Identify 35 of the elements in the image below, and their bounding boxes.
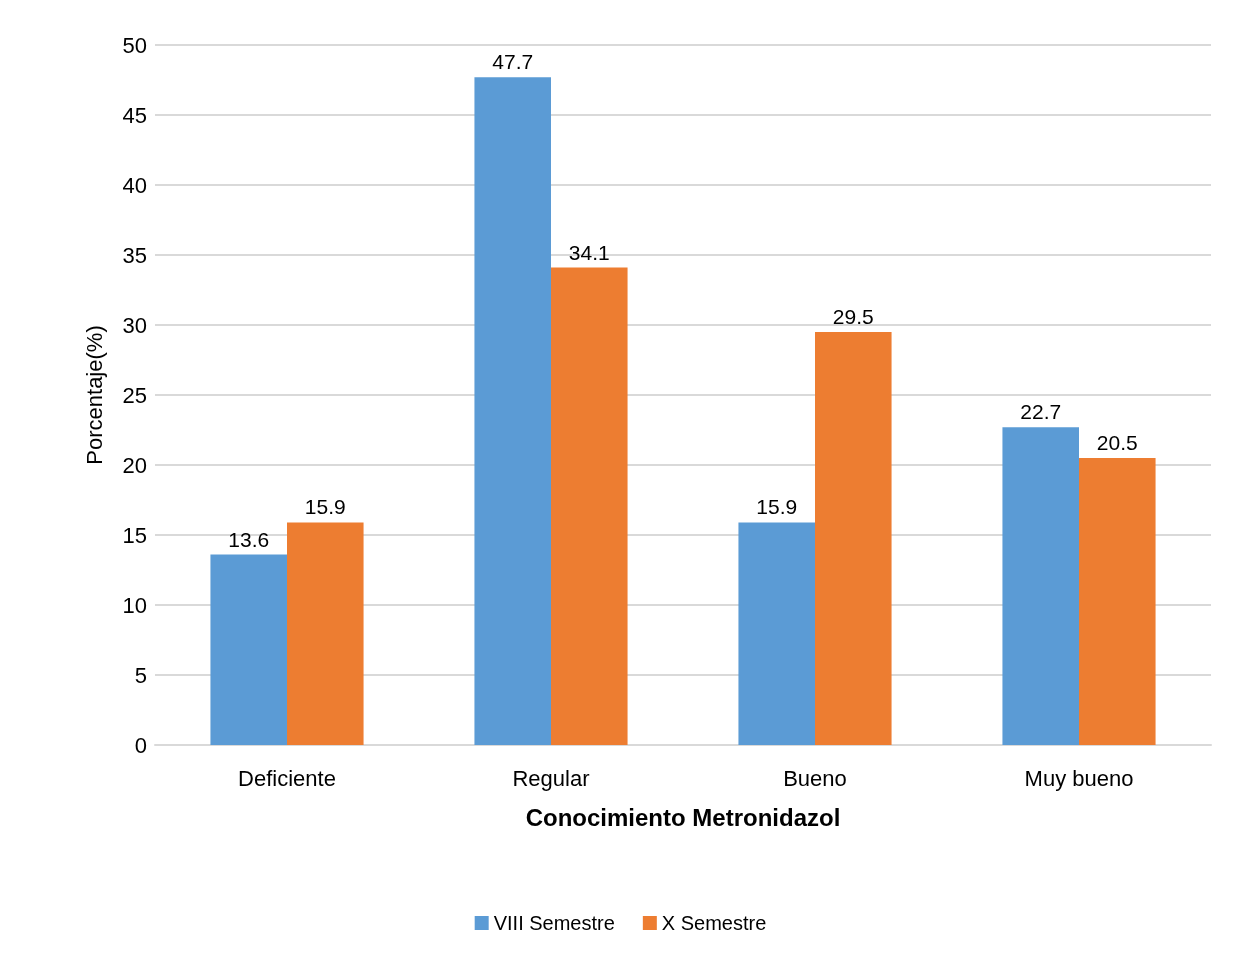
x-tick-label: Deficiente bbox=[238, 765, 336, 791]
y-axis-title: Porcentaje(%) bbox=[81, 325, 107, 465]
legend-label: X Semestre bbox=[661, 912, 767, 934]
data-label: 29.5 bbox=[832, 305, 874, 328]
y-tick-label: 25 bbox=[122, 382, 147, 408]
bar bbox=[738, 522, 815, 745]
data-label: 15.9 bbox=[756, 495, 798, 519]
bar bbox=[1079, 458, 1156, 745]
y-tick-label: 10 bbox=[122, 592, 147, 618]
x-tick-label: Regular bbox=[512, 765, 590, 791]
bar bbox=[815, 332, 892, 745]
data-label: 15.9 bbox=[304, 495, 346, 519]
y-tick-label: 45 bbox=[122, 102, 147, 128]
y-tick-label: 30 bbox=[122, 312, 147, 338]
bar bbox=[474, 77, 551, 745]
data-label: 22.7 bbox=[1020, 400, 1062, 424]
legend-label: VIII Semestre bbox=[493, 912, 615, 934]
y-tick-label: 50 bbox=[122, 32, 147, 58]
y-tick-label: 5 bbox=[134, 662, 147, 688]
y-tick-label: 35 bbox=[122, 242, 147, 268]
data-label: 20.5 bbox=[1096, 431, 1138, 454]
x-axis-title: Conocimiento Metronidazol bbox=[525, 803, 841, 831]
bar bbox=[551, 267, 628, 745]
y-tick-label: 40 bbox=[122, 172, 147, 198]
y-tick-label: 20 bbox=[122, 452, 147, 478]
bar bbox=[287, 522, 364, 745]
bar bbox=[210, 554, 287, 745]
bar bbox=[1002, 427, 1079, 745]
y-tick-label: 0 bbox=[134, 732, 147, 758]
y-tick-label: 15 bbox=[122, 522, 147, 548]
x-tick-label: Bueno bbox=[783, 765, 847, 791]
data-label: 13.6 bbox=[228, 527, 270, 551]
x-tick-label: Muy bueno bbox=[1024, 765, 1134, 791]
data-label: 47.7 bbox=[492, 50, 534, 74]
data-label: 34.1 bbox=[568, 240, 610, 264]
